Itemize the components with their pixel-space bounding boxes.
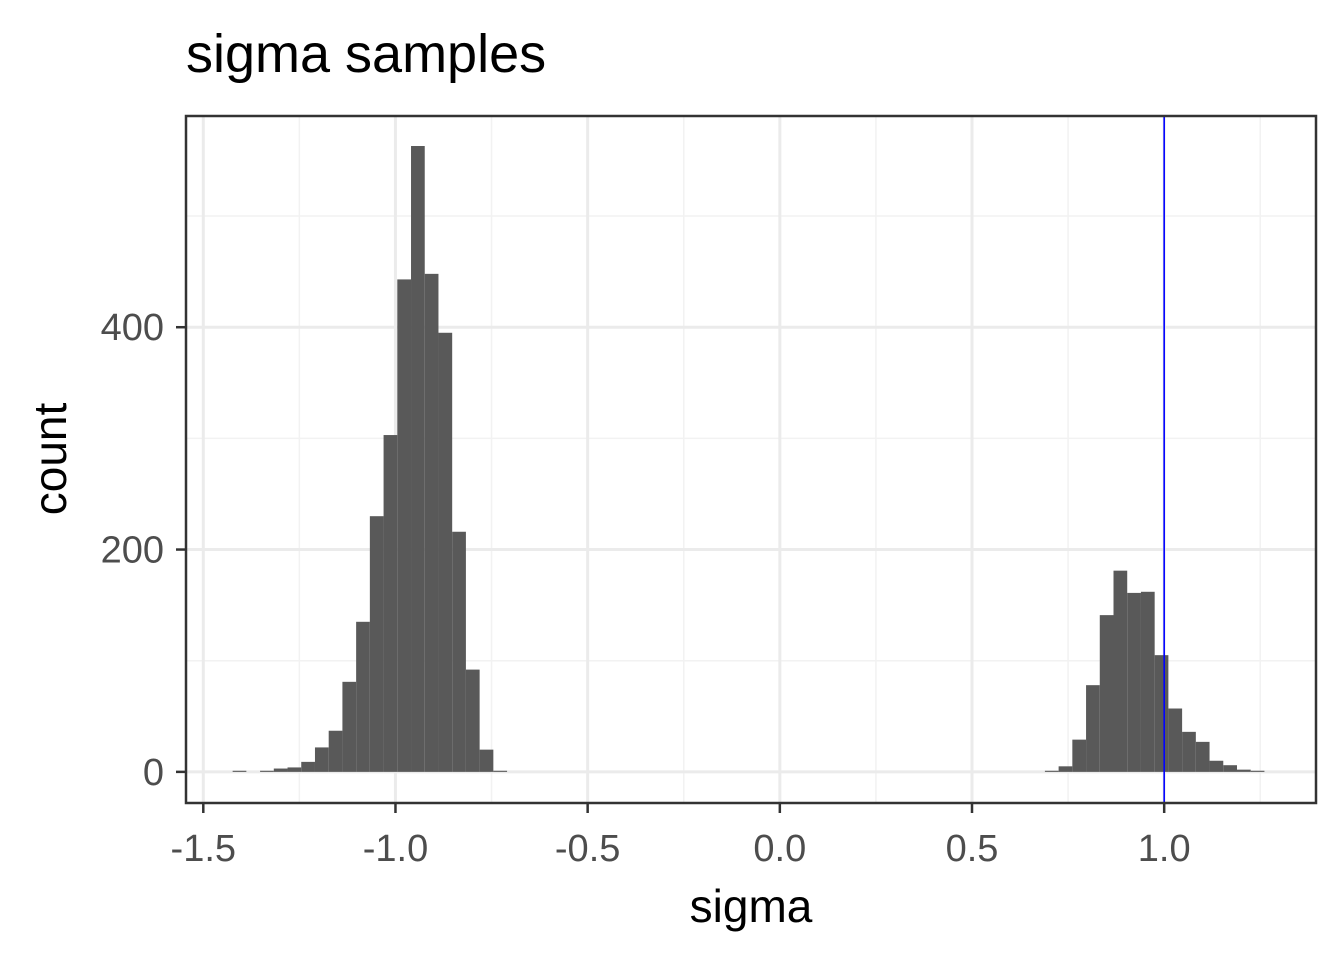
chart-title: sigma samples	[186, 24, 546, 84]
x-axis: -1.5 -1.0 -0.5 0.0 0.5 1.0	[171, 803, 1191, 870]
y-tick-label: 0	[143, 752, 164, 794]
histogram-bar	[1086, 685, 1100, 772]
x-axis-title: sigma	[690, 880, 813, 932]
histogram-bar	[1127, 592, 1141, 772]
major-gridlines	[186, 116, 1316, 803]
histogram-bar	[1099, 615, 1114, 772]
histogram-bar	[369, 516, 384, 772]
histogram-bar	[465, 669, 480, 772]
x-tick-label: -1.5	[171, 828, 236, 870]
histogram-bar	[1236, 769, 1251, 772]
histogram-bar	[1072, 739, 1087, 772]
histogram-bar	[314, 747, 329, 772]
y-axis: 0 200 400	[101, 307, 186, 794]
histogram-bar	[1250, 770, 1265, 772]
histogram-bar	[383, 435, 398, 772]
histogram-bar	[260, 770, 274, 772]
histogram-bar	[397, 279, 412, 772]
histogram-bar	[1154, 655, 1169, 772]
y-tick-label: 200	[101, 530, 164, 572]
panel-border	[184, 114, 1318, 805]
histogram-bar	[328, 730, 343, 772]
histogram-bar	[342, 681, 357, 772]
histogram-bar	[479, 749, 494, 772]
histogram-bar	[232, 770, 247, 772]
y-axis-title: count	[24, 403, 76, 516]
y-tick-label: 400	[101, 307, 164, 349]
histogram-bar	[301, 761, 315, 772]
histogram-bar	[1168, 708, 1183, 772]
histogram-bar	[1195, 741, 1210, 772]
x-tick-label: -0.5	[555, 828, 620, 870]
histogram-bar	[424, 273, 439, 772]
histogram-bar	[1058, 766, 1073, 772]
histogram-bar	[411, 146, 425, 772]
histogram-bars	[232, 146, 1265, 772]
x-tick-label: 0.5	[946, 828, 999, 870]
x-tick-label: -1.0	[363, 828, 428, 870]
histogram-bar	[1113, 570, 1128, 772]
histogram-bar	[1044, 770, 1059, 772]
histogram-bar	[356, 621, 370, 772]
histogram-bar	[493, 770, 508, 772]
histogram-bar	[1140, 591, 1155, 772]
histogram-bar	[1223, 765, 1237, 772]
histogram-bar	[287, 767, 302, 772]
histogram-bar	[438, 332, 453, 772]
histogram-bar	[1209, 760, 1224, 772]
x-tick-label: 1.0	[1138, 828, 1191, 870]
histogram-bar	[273, 768, 288, 772]
histogram-bar	[452, 531, 466, 772]
x-tick-label: 0.0	[753, 828, 806, 870]
histogram-bar	[1182, 731, 1196, 772]
